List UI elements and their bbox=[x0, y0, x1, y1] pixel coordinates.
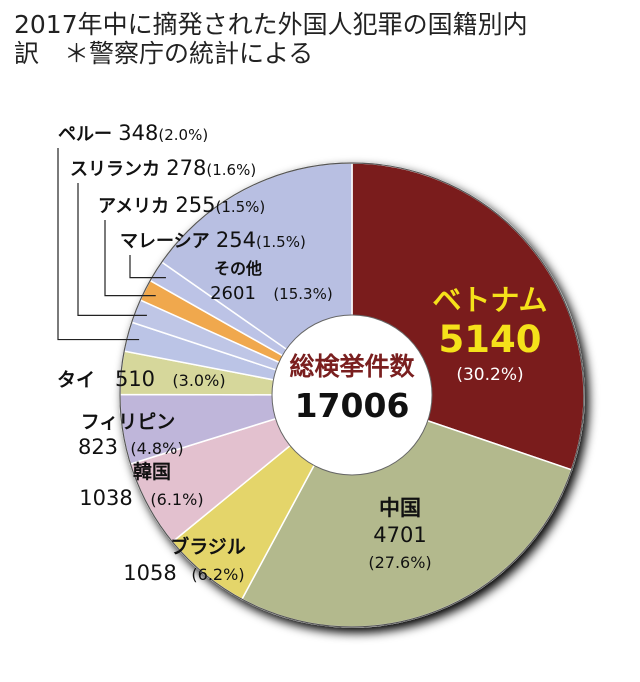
pie-outline bbox=[119, 162, 585, 628]
label-other-name: その他 bbox=[214, 259, 262, 278]
label-peru: ペルー 348(2.0%) bbox=[58, 121, 208, 145]
label-korea-value: 1038 bbox=[79, 486, 132, 510]
label-korea-percent: (6.1%) bbox=[150, 490, 203, 509]
label-malaysia: マレーシア 254(1.5%) bbox=[120, 228, 306, 252]
label-philippines-name: フィリピン bbox=[81, 411, 176, 433]
label-china-value: 4701 bbox=[373, 523, 426, 547]
label-other-percent: (15.3%) bbox=[273, 285, 332, 303]
center-label: 総検挙件数 bbox=[289, 352, 415, 381]
title-line-1: 2017年中に摘発された外国人犯罪の国籍別内 bbox=[14, 10, 528, 39]
label-philippines-percent: (4.8%) bbox=[130, 439, 183, 458]
label-other-value: 2601 bbox=[210, 283, 256, 304]
label-thailand-value: 510 bbox=[115, 367, 155, 391]
label-thailand-name: タイ bbox=[57, 369, 95, 391]
label-korea-name: 韓国 bbox=[133, 460, 171, 483]
center-hole bbox=[271, 314, 433, 476]
label-vietnam-name: ベトナム bbox=[432, 283, 547, 317]
leader-line-malaysia bbox=[129, 255, 166, 279]
label-china-name: 中国 bbox=[379, 496, 421, 520]
label-brazil-percent: (6.2%) bbox=[191, 565, 244, 584]
label-philippines-value: 823 bbox=[78, 435, 118, 459]
leader-line-peru bbox=[57, 148, 140, 341]
label-vietnam-percent: (30.2%) bbox=[456, 365, 523, 385]
label-usa: アメリカ 255(1.5%) bbox=[98, 193, 265, 217]
chart-title: 2017年中に摘発された外国人犯罪の国籍別内 訳 ＊警察庁の統計による bbox=[14, 10, 626, 68]
label-china-percent: (27.6%) bbox=[368, 553, 431, 572]
leader-line-usa bbox=[104, 220, 156, 297]
label-srilanka: スリランカ 278(1.6%) bbox=[70, 156, 256, 180]
center-total: 17006 bbox=[295, 386, 410, 425]
leader-line-srilanka bbox=[77, 183, 147, 316]
label-vietnam-value: 5140 bbox=[439, 318, 542, 361]
label-brazil-name: ブラジル bbox=[170, 535, 246, 558]
label-brazil-value: 1058 bbox=[123, 561, 176, 585]
title-line-2: 訳 ＊警察庁の統計による bbox=[14, 39, 314, 68]
label-thailand-percent: (3.0%) bbox=[172, 371, 225, 390]
